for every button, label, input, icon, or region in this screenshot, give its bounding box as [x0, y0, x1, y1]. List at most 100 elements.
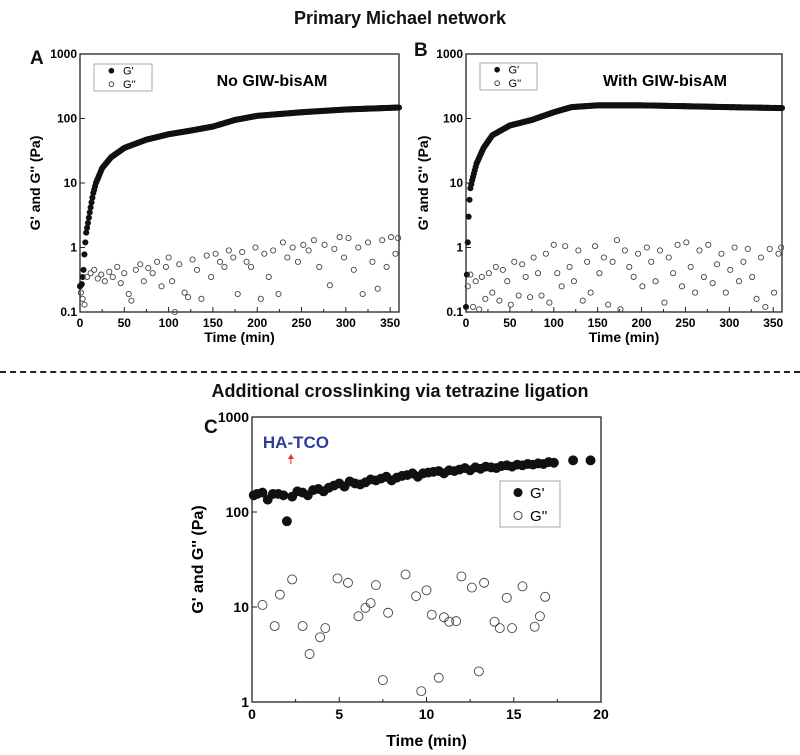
g-double-prime-point: [722, 289, 729, 296]
g-double-prime-point: [472, 278, 479, 285]
g-double-prime-point: [77, 289, 84, 296]
g-double-prime-point: [489, 616, 500, 627]
g-double-prime-point: [326, 282, 333, 289]
g-prime-point: [78, 281, 85, 288]
g-double-prime-point: [208, 273, 215, 280]
x-axis-label: Time (min): [589, 329, 660, 345]
legend-filled-marker-icon: [513, 487, 523, 498]
g-double-prime-point: [416, 686, 427, 697]
g-double-prime-point: [421, 585, 432, 596]
g-double-prime-point: [284, 254, 291, 261]
g-double-prime-point: [562, 243, 569, 250]
g-double-prime-point: [247, 263, 255, 270]
g-double-prime-point: [369, 258, 376, 265]
y-tick-label: 1000: [50, 47, 77, 61]
x-tick-label: 100: [544, 316, 564, 330]
g-double-prime-point: [473, 666, 484, 677]
g-double-prime-point: [550, 241, 557, 248]
g-double-prime-point: [377, 675, 388, 686]
g-double-prime-point: [643, 244, 650, 251]
panel-title: With GIW-bisAM: [603, 73, 727, 90]
g-double-prime-point: [670, 270, 677, 277]
y-tick-label: 0.1: [60, 305, 77, 319]
g-double-prime-point: [515, 292, 522, 299]
g-double-prime-point: [275, 290, 282, 298]
g-double-prime-point: [185, 294, 192, 301]
g-double-prime-point: [212, 250, 219, 257]
x-tick-label: 15: [506, 706, 522, 722]
g-prime-point: [82, 239, 89, 246]
g-double-prime-point: [749, 273, 756, 280]
x-axis-label: Time (min): [386, 733, 467, 750]
g-double-prime-point: [121, 270, 128, 277]
x-axis-label: Time (min): [204, 329, 275, 345]
g-double-prime-point: [162, 263, 170, 270]
g-double-prime-point: [234, 290, 241, 298]
g-double-prime-point: [181, 289, 188, 296]
g-prime-point: [465, 213, 472, 220]
g-double-prime-point: [203, 252, 210, 259]
g-double-prime-point: [395, 235, 402, 242]
g-prime-point: [462, 303, 470, 310]
g-double-prime-point: [257, 295, 264, 302]
g-prime-point: [257, 487, 268, 498]
g-double-prime-point: [499, 266, 506, 273]
g-double-prime-point: [125, 290, 132, 298]
legend-open-marker-icon: [513, 510, 523, 521]
g-double-prime-point: [771, 289, 778, 296]
y-tick-label: 1: [456, 241, 463, 255]
legend-label: G': [123, 66, 134, 78]
g-double-prime-point: [145, 265, 152, 272]
g-double-prime-point: [626, 263, 633, 270]
g-prime-point: [84, 219, 92, 227]
g-prime-point: [281, 516, 292, 527]
g-prime-point: [278, 490, 289, 501]
g-double-prime-point: [665, 254, 672, 261]
series-loss-modulus: [257, 569, 551, 697]
x-tick-label: 0: [248, 706, 256, 722]
legend-label: G'': [530, 508, 548, 525]
g-double-prime-point: [744, 245, 751, 252]
x-tick-label: 0: [77, 316, 84, 330]
g-double-prime-point: [492, 263, 499, 270]
g-double-prime-point: [605, 301, 612, 308]
legend: G'G'': [479, 62, 538, 91]
g-double-prime-point: [270, 247, 277, 254]
g-double-prime-point: [617, 306, 624, 313]
g-double-prime-point: [198, 295, 205, 302]
g-prime-point: [466, 196, 473, 203]
g-double-prime-point: [778, 244, 785, 251]
plot-frame: [79, 53, 400, 313]
y-tick-label: 100: [226, 504, 250, 520]
g-prime-point: [464, 239, 471, 246]
g-double-prime-point: [630, 273, 637, 280]
g-double-prime-point: [331, 245, 338, 252]
g-double-prime-point: [600, 254, 607, 261]
g-double-prime-point: [542, 250, 549, 257]
x-tick-label: 5: [335, 706, 343, 722]
g-double-prime-point: [316, 263, 323, 270]
g-prime-point: [87, 204, 94, 211]
g-prime-point: [568, 455, 579, 466]
y-axis-label: G' and G'' (Pa): [415, 136, 431, 231]
g-double-prime-point: [683, 239, 690, 246]
g-double-prime-point: [700, 273, 707, 280]
g-double-prime-point: [479, 577, 490, 588]
g-double-prime-point: [132, 266, 139, 273]
g-prime-point: [585, 455, 596, 466]
g-double-prime-point: [274, 589, 285, 600]
series-storage-modulus: [462, 102, 786, 310]
g-double-prime-point: [109, 273, 116, 280]
g-double-prime-point: [300, 241, 307, 248]
g-double-prime-point: [466, 582, 477, 593]
g-double-prime-point: [137, 261, 144, 268]
g-double-prime-point: [433, 672, 444, 683]
g-double-prime-point: [639, 283, 646, 290]
g-double-prime-point: [511, 258, 518, 265]
g-double-prime-point: [171, 308, 178, 316]
g-double-prime-point: [478, 273, 485, 280]
g-prime-point: [86, 209, 93, 216]
g-double-prime-point: [320, 623, 331, 634]
g-double-prime-point: [128, 297, 135, 304]
legend-filled-marker-icon: [494, 66, 500, 73]
